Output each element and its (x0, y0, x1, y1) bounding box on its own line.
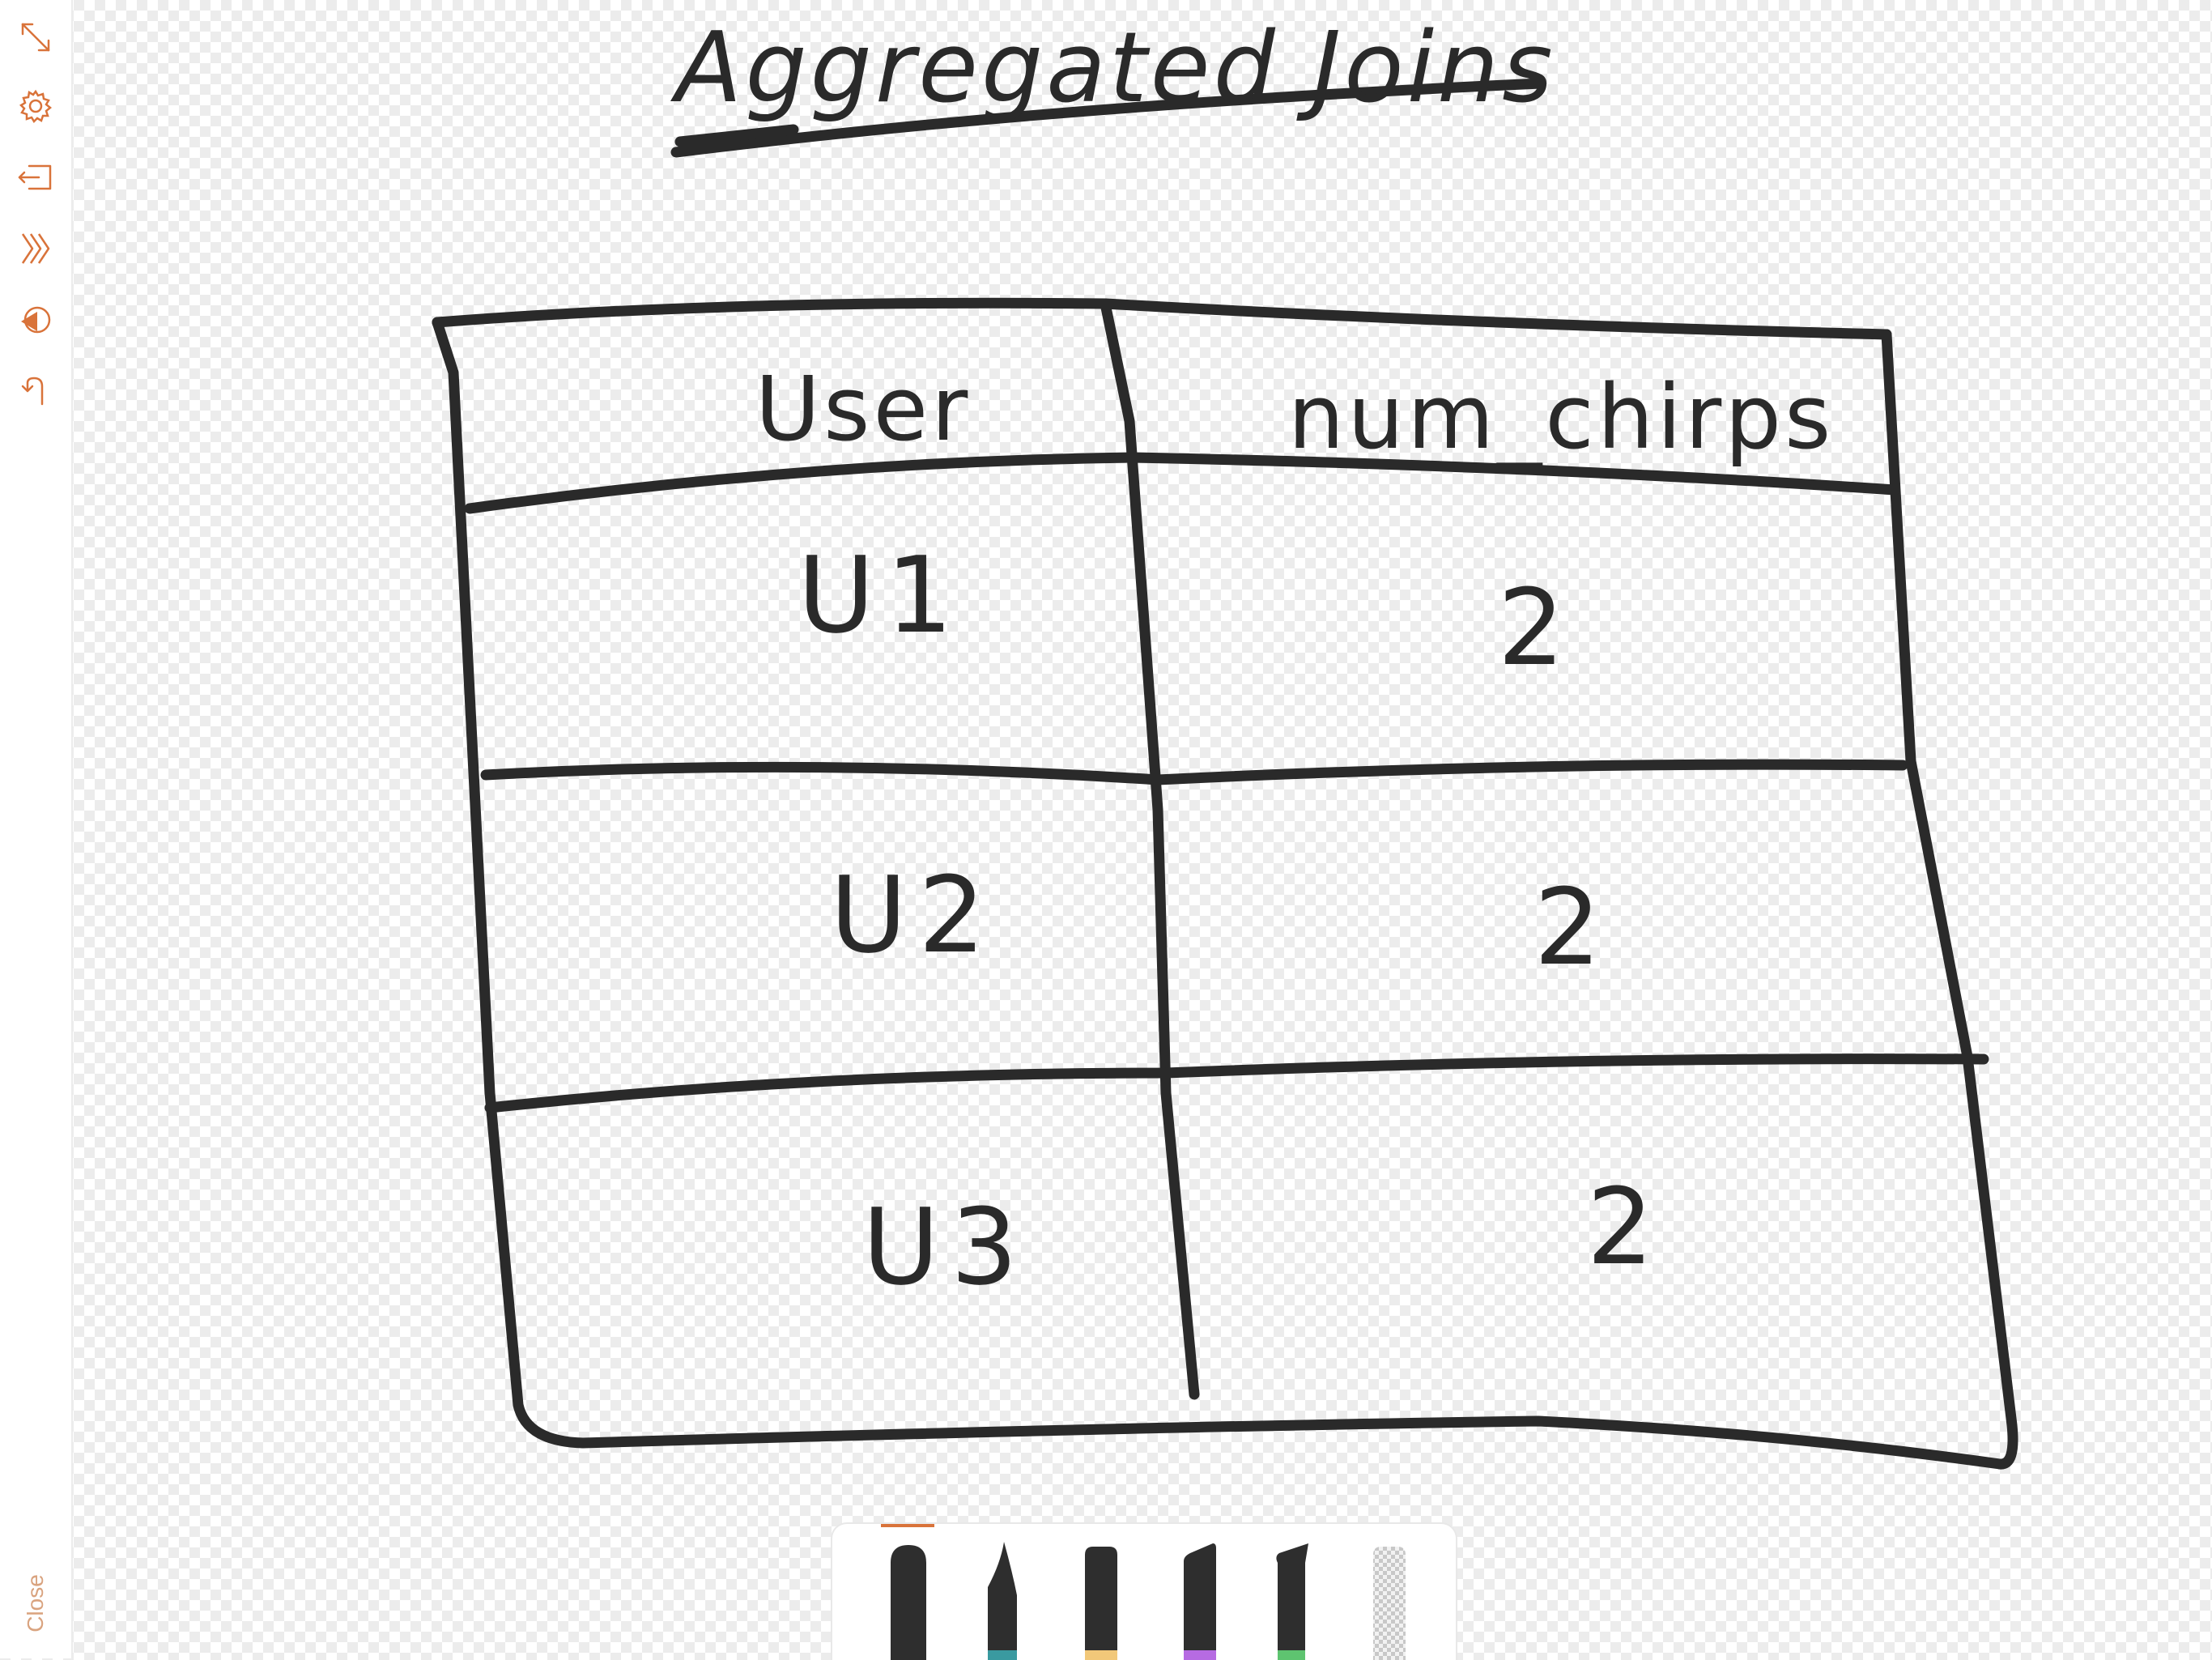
settings-button[interactable] (11, 82, 60, 130)
chisel-pen-icon (1184, 1543, 1216, 1660)
sidebar: Close (0, 0, 73, 1658)
brush-pen-icon (988, 1542, 1017, 1660)
color-picker-button[interactable] (11, 296, 60, 344)
table-row-divider-header (464, 452, 1900, 514)
calligraphy-pen-icon (1276, 1543, 1308, 1660)
pen-tray (831, 1522, 1457, 1660)
table-column-divider (1100, 298, 1200, 1400)
drawing-canvas[interactable]: Aggregated Joins User num_chirps U1 2 U2… (71, 0, 2212, 1658)
cell-count-1: 2 (1497, 566, 1576, 689)
cell-user-3: U3 (862, 1185, 1029, 1309)
selected-pen-indicator (881, 1524, 934, 1527)
flat-pen-icon (1085, 1547, 1117, 1660)
expand-button[interactable] (11, 13, 60, 62)
export-button[interactable] (11, 153, 60, 202)
header-user: User (755, 357, 972, 461)
title-underline (670, 78, 1546, 158)
table-top-border (432, 297, 1892, 340)
marker-pen-button[interactable] (886, 1539, 931, 1660)
undo-button[interactable] (11, 367, 60, 415)
expand-icon (21, 23, 50, 52)
drawing-title: Aggregated Joins (675, 12, 1556, 125)
table-right-border (1881, 329, 2018, 1470)
undo-icon (21, 377, 44, 406)
table-row-divider-2 (484, 1053, 1989, 1113)
flat-pen-button[interactable] (1078, 1539, 1124, 1660)
layers-button[interactable] (11, 224, 60, 273)
eraser-button[interactable] (1367, 1539, 1412, 1660)
gear-icon (19, 89, 53, 124)
table-bottom-border (577, 1415, 2006, 1470)
cell-count-3: 2 (1586, 1165, 1665, 1288)
calligraphy-pen-button[interactable] (1270, 1539, 1315, 1660)
cell-user-1: U1 (798, 534, 964, 657)
layers-icon (21, 233, 50, 264)
color-picker-icon (21, 306, 51, 334)
table-row-divider-1 (480, 759, 1908, 785)
title-underline-stroke (674, 124, 799, 147)
close-button[interactable]: Close (23, 1574, 48, 1632)
eraser-icon (1373, 1547, 1406, 1660)
export-icon (18, 164, 52, 190)
cell-user-2: U2 (830, 853, 997, 977)
brush-pen-button[interactable] (980, 1539, 1025, 1660)
cell-count-2: 2 (1534, 866, 1613, 989)
header-num-chirps: num_chirps (1287, 365, 1835, 469)
table-left-border (432, 317, 589, 1449)
chisel-pen-button[interactable] (1177, 1539, 1223, 1660)
marker-pen-icon (891, 1545, 926, 1660)
table-ink (432, 78, 2018, 1470)
